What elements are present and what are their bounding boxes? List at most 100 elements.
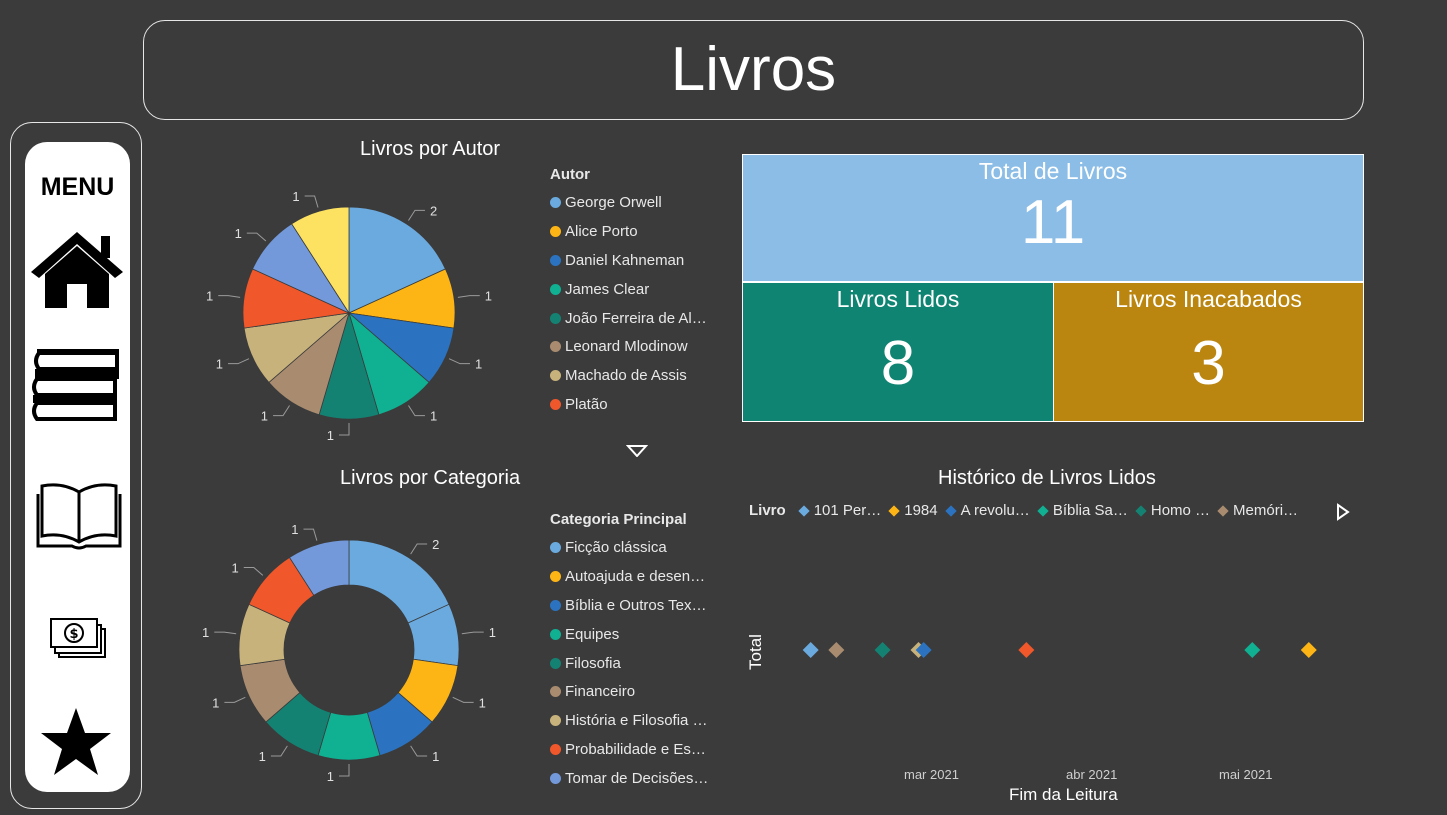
category-legend-dot <box>550 686 561 698</box>
category-donut-slice-9[interactable] <box>288 539 350 596</box>
category-donut-data-label-7: 1 <box>202 625 209 640</box>
read-books-card: Livros Lidos 8 <box>742 282 1054 422</box>
category-donut-data-label-5: 1 <box>259 749 266 764</box>
history-legend-marker <box>888 504 900 517</box>
category-donut-slice-0[interactable] <box>348 539 450 624</box>
history-point-0[interactable] <box>802 642 819 658</box>
author-legend-dot <box>550 196 561 208</box>
history-legend-item[interactable]: Memóri… <box>1217 502 1299 519</box>
category-legend-dot <box>550 541 561 553</box>
history-point-2[interactable] <box>874 642 891 658</box>
category-legend-item[interactable]: Autoajuda e desen… <box>550 562 710 591</box>
history-legend-label: Memóri… <box>1233 502 1299 519</box>
author-legend-label: Daniel Kahneman <box>565 251 685 269</box>
category-legend-item[interactable]: Filosofia <box>550 649 710 678</box>
category-legend-label: Tomar de Decisões… <box>565 770 709 788</box>
history-legend-label: 101 Per… <box>813 502 882 519</box>
author-legend-item[interactable]: James Clear <box>550 275 710 304</box>
star-icon[interactable] <box>39 706 113 778</box>
category-donut-data-label-1: 1 <box>489 625 496 640</box>
category-legend-dot <box>550 570 561 582</box>
category-legend-item[interactable]: Bíblia e Outros Tex… <box>550 591 710 620</box>
history-legend-item[interactable]: 1984 <box>888 502 938 519</box>
history-chart-title: Histórico de Livros Lidos <box>938 467 1156 489</box>
history-point-7[interactable] <box>1300 642 1317 658</box>
history-point-5[interactable] <box>1018 642 1035 658</box>
history-point-4[interactable] <box>915 642 932 658</box>
x-tick-mar-2021: mar 2021 <box>904 767 959 782</box>
author-legend-dot <box>550 283 561 295</box>
history-legend-label: Bíblia Sa… <box>1052 502 1128 519</box>
author-pie-data-label-1: 1 <box>485 289 492 304</box>
author-legend-item[interactable]: George Orwell <box>550 188 710 217</box>
history-legend-item[interactable]: A revolu… <box>944 502 1030 519</box>
author-pie-leader-5 <box>273 405 290 417</box>
author-pie-data-label-0: 2 <box>430 203 437 218</box>
category-chart-title: Livros por Categoria <box>340 467 521 489</box>
page-title-box: Livros <box>143 20 1364 120</box>
category-donut-leader-6 <box>224 696 246 703</box>
author-pie-leader-9 <box>304 195 319 208</box>
author-pie-data-label-4: 1 <box>327 428 334 443</box>
history-legend-item[interactable]: Homo … <box>1135 502 1210 519</box>
history-point-1[interactable] <box>828 642 845 658</box>
category-donut-chart: 2 1 1 1 1 1 1 1 1 1 <box>202 522 496 784</box>
author-legend-item[interactable]: Daniel Kahneman <box>550 246 710 275</box>
unfinished-books-label: Livros Inacabados <box>1115 286 1302 312</box>
category-donut-leader-7 <box>214 631 237 635</box>
triangle-down-icon[interactable] <box>626 445 648 457</box>
history-legend-title: Livro <box>749 502 786 519</box>
category-legend-item[interactable]: Equipes <box>550 620 710 649</box>
category-legend-item[interactable]: História e Filosofia … <box>550 706 710 735</box>
menu-label: MENU <box>40 173 115 201</box>
history-legend-item[interactable]: Bíblia Sa… <box>1037 502 1128 519</box>
author-pie-leader-4 <box>339 423 350 436</box>
author-chart-title: Livros por Autor <box>360 138 501 160</box>
author-pie-leader-6 <box>228 358 250 365</box>
category-legend-dot <box>550 599 561 611</box>
books-icon[interactable] <box>29 347 123 423</box>
x-tick-mai-2021: mai 2021 <box>1219 767 1273 782</box>
history-legend-label: 1984 <box>904 502 938 519</box>
category-donut-leader-0 <box>410 543 428 555</box>
category-legend-label: História e Filosofia … <box>565 712 708 730</box>
author-legend-label: George Orwell <box>565 193 662 211</box>
read-books-value: 8 <box>880 329 916 398</box>
category-legend-item[interactable]: Tomar de Decisões… <box>550 764 710 793</box>
open-book-icon[interactable] <box>36 480 122 550</box>
author-legend-item[interactable]: Machado de Assis <box>550 361 710 390</box>
category-legend-item[interactable]: Ficção clássica <box>550 533 710 562</box>
author-legend-label: Platão <box>565 396 608 414</box>
author-legend-item[interactable]: Alice Porto <box>550 217 710 246</box>
author-pie-data-label-2: 1 <box>475 357 482 372</box>
author-legend-item[interactable]: Platão <box>550 390 710 419</box>
category-legend-label: Financeiro <box>565 683 636 701</box>
author-pie-slice-9[interactable] <box>291 206 350 315</box>
triangle-right-icon[interactable] <box>1336 503 1350 521</box>
author-pie-leader-0 <box>408 209 425 221</box>
category-legend-label: Ficção clássica <box>565 538 667 556</box>
author-pie-leader-8 <box>246 232 267 242</box>
history-legend-label: A revolu… <box>960 502 1030 519</box>
history-legend-marker <box>1217 504 1229 517</box>
category-legend-item[interactable]: Probabilidade e Es… <box>550 735 710 764</box>
author-legend-title: Autor <box>550 166 590 183</box>
author-legend-item[interactable]: João Ferreira de Al… <box>550 304 710 333</box>
history-legend-marker <box>944 504 957 517</box>
category-donut-data-label-2: 1 <box>479 695 486 710</box>
history-x-axis-label: Fim da Leitura <box>1009 785 1118 804</box>
money-icon[interactable]: $ <box>49 615 107 661</box>
category-legend-item[interactable]: Financeiro <box>550 677 710 706</box>
category-legend-label: Probabilidade e Es… <box>565 741 706 759</box>
home-icon[interactable] <box>29 230 125 310</box>
author-pie-data-label-6: 1 <box>216 357 223 372</box>
history-point-6[interactable] <box>1244 642 1261 658</box>
history-legend-item[interactable]: 101 Per… <box>798 502 882 519</box>
author-legend-dot <box>550 225 561 237</box>
author-legend-dot <box>550 341 561 353</box>
category-donut-data-label-4: 1 <box>327 769 334 784</box>
author-pie-slice-0[interactable] <box>348 206 446 314</box>
page-title: Livros <box>670 35 837 104</box>
category-legend-dot <box>550 715 561 727</box>
author-legend-item[interactable]: Leonard Mlodinow <box>550 332 710 361</box>
